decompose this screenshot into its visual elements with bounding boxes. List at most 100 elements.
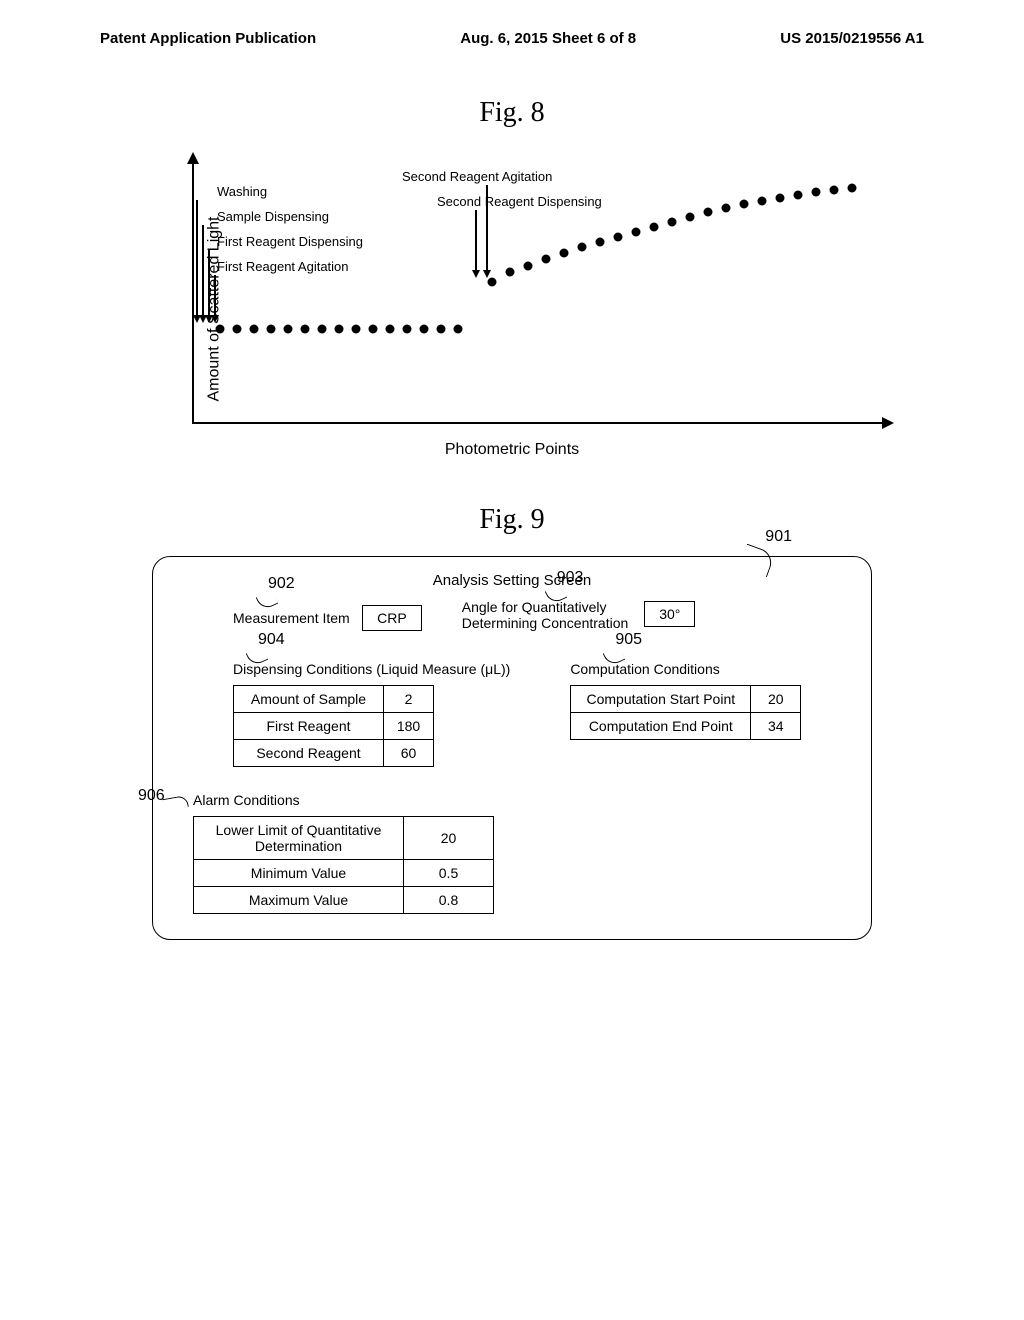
measurement-item-value[interactable]: CRP [362,605,422,631]
fig8-chart: Amount of Scattered Light WashingSample … [132,144,892,474]
data-point [437,325,446,334]
step-label: Second Reagent Agitation [402,169,552,184]
data-point [686,213,695,222]
data-point [318,325,327,334]
step-label: First Reagent Dispensing [217,234,363,249]
step-label: Second Reagent Dispensing [437,194,602,209]
chart-area: Washing Sample Dispensing First Reagent Di… [192,154,882,424]
table-row: Second Reagent60 [234,740,434,767]
cell-label: Lower Limit of Quantitative Determinatio… [194,817,404,860]
dispensing-table: Amount of Sample2First Reagent180Second … [233,685,434,767]
header-right: US 2015/0219556 A1 [780,30,924,47]
data-point [848,184,857,193]
data-point [812,188,821,197]
step-arrow [208,250,210,321]
cell-label: Maximum Value [194,887,404,914]
cell-label: Minimum Value [194,860,404,887]
data-point [542,255,551,264]
data-point [369,325,378,334]
fig9-wrap: 901 Analysis Setting Screen 902 Measurem… [152,556,872,940]
data-point [650,223,659,232]
cell-label: Computation Start Point [571,686,751,713]
data-point [632,228,641,237]
step-label: Sample Dispensing [217,209,329,224]
cell-value[interactable]: 20 [404,817,494,860]
cell-label: Second Reagent [234,740,384,767]
data-point [740,200,749,209]
step-arrow [202,225,204,321]
row-middle: 904 Dispensing Conditions (Liquid Measur… [193,661,831,767]
step-arrow [214,275,216,321]
table-row: Maximum Value0.8 [194,887,494,914]
fig8-title: Fig. 8 [0,97,1024,129]
data-point [386,325,395,334]
data-point [722,204,731,213]
cell-value[interactable]: 20 [751,686,801,713]
measurement-item-label: Measurement Item [233,610,350,626]
data-point [794,191,803,200]
data-point [560,249,569,258]
data-point [267,325,276,334]
page-header: Patent Application Publication Aug. 6, 2… [0,0,1024,67]
computation-table: Computation Start Point20Computation End… [570,685,801,740]
cell-label: Computation End Point [571,713,751,740]
data-point [578,243,587,252]
cell-value[interactable]: 0.5 [404,860,494,887]
data-point [420,325,429,334]
data-point [352,325,361,334]
angle-value[interactable]: 30° [644,601,695,627]
data-point [668,218,677,227]
data-point [250,325,259,334]
row-alarm: 906 Alarm Conditions Lower Limit of Quan… [193,792,831,914]
table-row: Computation Start Point20 [571,686,801,713]
analysis-setting-screen: Analysis Setting Screen 902 Measurement … [152,556,872,940]
step-label: Washing [217,184,267,199]
table-row: Lower Limit of Quantitative Determinatio… [194,817,494,860]
y-axis [192,154,194,424]
computation-label: Computation Conditions [570,661,801,677]
data-point [488,278,497,287]
data-point [403,325,412,334]
x-axis [192,422,892,424]
data-point [524,262,533,271]
x-axis-label: Photometric Points [445,441,579,459]
cell-value[interactable]: 60 [384,740,434,767]
cell-value[interactable]: 2 [384,686,434,713]
fig9-title: Fig. 9 [0,504,1024,536]
header-center: Aug. 6, 2015 Sheet 6 of 8 [460,30,636,47]
data-point [776,194,785,203]
ref-906-leader [162,795,189,811]
table-row: Minimum Value0.5 [194,860,494,887]
header-left: Patent Application Publication [100,30,316,47]
step-arrow [196,200,198,321]
data-point [506,268,515,277]
cell-label: Amount of Sample [234,686,384,713]
data-point [758,197,767,206]
angle-label: Angle for Quantitatively Determining Con… [462,599,632,631]
dispensing-label: Dispensing Conditions (Liquid Measure (μ… [233,661,510,677]
step-label: First Reagent Agitation [217,259,349,274]
ref-902-leader [256,590,279,611]
cell-value[interactable]: 180 [384,713,434,740]
data-point [454,325,463,334]
ref-901: 901 [765,528,792,546]
cell-value[interactable]: 34 [751,713,801,740]
data-point [301,325,310,334]
step-arrow [475,210,477,276]
row-top: 902 Measurement Item CRP 903 Angle for Q… [193,599,831,631]
alarm-label: Alarm Conditions [193,792,831,808]
data-point [233,325,242,334]
data-point [596,238,605,247]
table-row: Computation End Point34 [571,713,801,740]
data-point [614,233,623,242]
cell-value[interactable]: 0.8 [404,887,494,914]
alarm-table: Lower Limit of Quantitative Determinatio… [193,816,494,914]
cell-label: First Reagent [234,713,384,740]
data-point [284,325,293,334]
data-point [830,186,839,195]
ref-906: 906 [138,787,165,805]
table-row: Amount of Sample2 [234,686,434,713]
step-arrow [486,185,488,276]
data-point [704,208,713,217]
table-row: First Reagent180 [234,713,434,740]
